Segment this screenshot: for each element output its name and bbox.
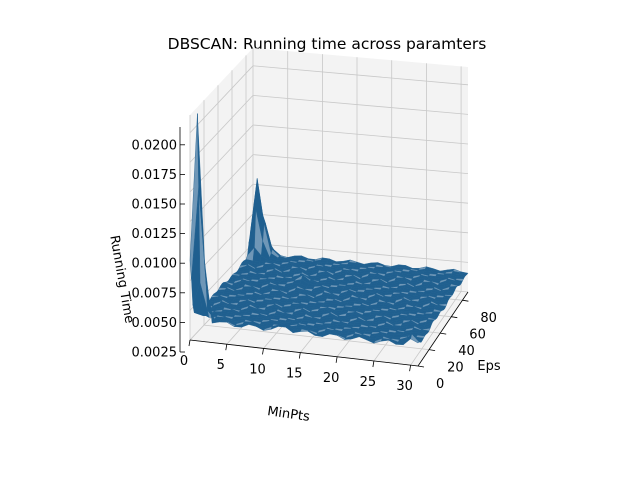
x-tick-label: 25 [360, 375, 377, 390]
z-tick-label: 0.0100 [132, 257, 178, 272]
surface-facet [334, 307, 344, 311]
z-axis-label: Running Time [106, 234, 136, 324]
z-tick-label: 0.0125 [132, 227, 178, 242]
z-tick-label: 0.0075 [132, 286, 178, 301]
back-grid-z [252, 183, 469, 204]
x-tick-label: 20 [323, 371, 340, 386]
surface-facet [435, 295, 445, 298]
z-tick-label: 0.0175 [132, 168, 178, 183]
y-tick-label: 60 [469, 328, 486, 343]
back-grid-z [252, 154, 469, 174]
z-tick-label: 0.0200 [132, 138, 178, 153]
floor-grid-y [203, 324, 430, 350]
x-tick-mark [188, 339, 191, 347]
y-tick-mark [451, 316, 458, 319]
x-tick-mark [409, 365, 411, 372]
left-grid-z [189, 95, 254, 163]
back-pane [253, 48, 468, 292]
back-grid-z [252, 213, 469, 234]
y-tick-label: 20 [447, 361, 464, 376]
x-tick-mark [372, 360, 375, 368]
surface-facet [414, 313, 424, 317]
axis-lines [179, 127, 469, 367]
chart-title: DBSCAN: Running time across paramters [168, 35, 487, 53]
back-grid-z [252, 95, 469, 115]
surface-facet [374, 285, 384, 288]
x-tick-mark [298, 352, 301, 359]
x-tick-mark [335, 356, 338, 363]
surface-facet [431, 311, 441, 315]
surface-facet [406, 273, 416, 277]
back-grid-z [252, 124, 469, 145]
z-tick-label: 0.0050 [132, 316, 178, 331]
floor-grid-x [410, 291, 462, 366]
surface-facet [410, 333, 420, 344]
x-tick-label: 10 [249, 362, 266, 377]
y-tick-mark [462, 299, 469, 302]
surface-facet [357, 287, 367, 291]
y-tick-label: 0 [436, 377, 444, 392]
y-axis-line [417, 291, 469, 367]
x-axis-ticks: 0 5 10 15 20 25 30 [180, 339, 413, 394]
z-axis-ticks: 0.0025 0.0050 0.0075 0.0100 0.0125 0.0150 0.01… [132, 138, 185, 361]
y-tick-mark [417, 365, 425, 368]
back-grid-z [252, 243, 469, 263]
surface-facet [379, 269, 389, 272]
z-tick-label: 0.0150 [132, 198, 178, 213]
surface-facet [352, 324, 362, 327]
x-tick-label: 5 [217, 358, 225, 373]
x-tick-mark [225, 344, 228, 351]
y-tick-label: 80 [480, 311, 497, 326]
z-tick-label: 0.0025 [132, 346, 178, 361]
x-axis-line [189, 339, 419, 367]
left-grid-z [189, 65, 254, 134]
left-pane [190, 48, 253, 340]
y-tick-mark [440, 332, 447, 335]
y-tick-mark [429, 349, 436, 351]
y-tick-label: 40 [458, 344, 475, 359]
x-tick-mark [262, 348, 264, 355]
surface-facet [392, 334, 402, 338]
x-axis-label: MinPts [266, 404, 311, 425]
back-grid-z [252, 65, 469, 86]
y-axis-label: Eps [477, 359, 500, 374]
x-tick-label: 30 [396, 379, 413, 394]
surface-facet [402, 308, 412, 312]
running-time-surface [189, 113, 469, 346]
x-tick-label: 0 [180, 354, 188, 369]
surface-facet [381, 327, 391, 331]
x-tick-label: 15 [286, 367, 303, 382]
